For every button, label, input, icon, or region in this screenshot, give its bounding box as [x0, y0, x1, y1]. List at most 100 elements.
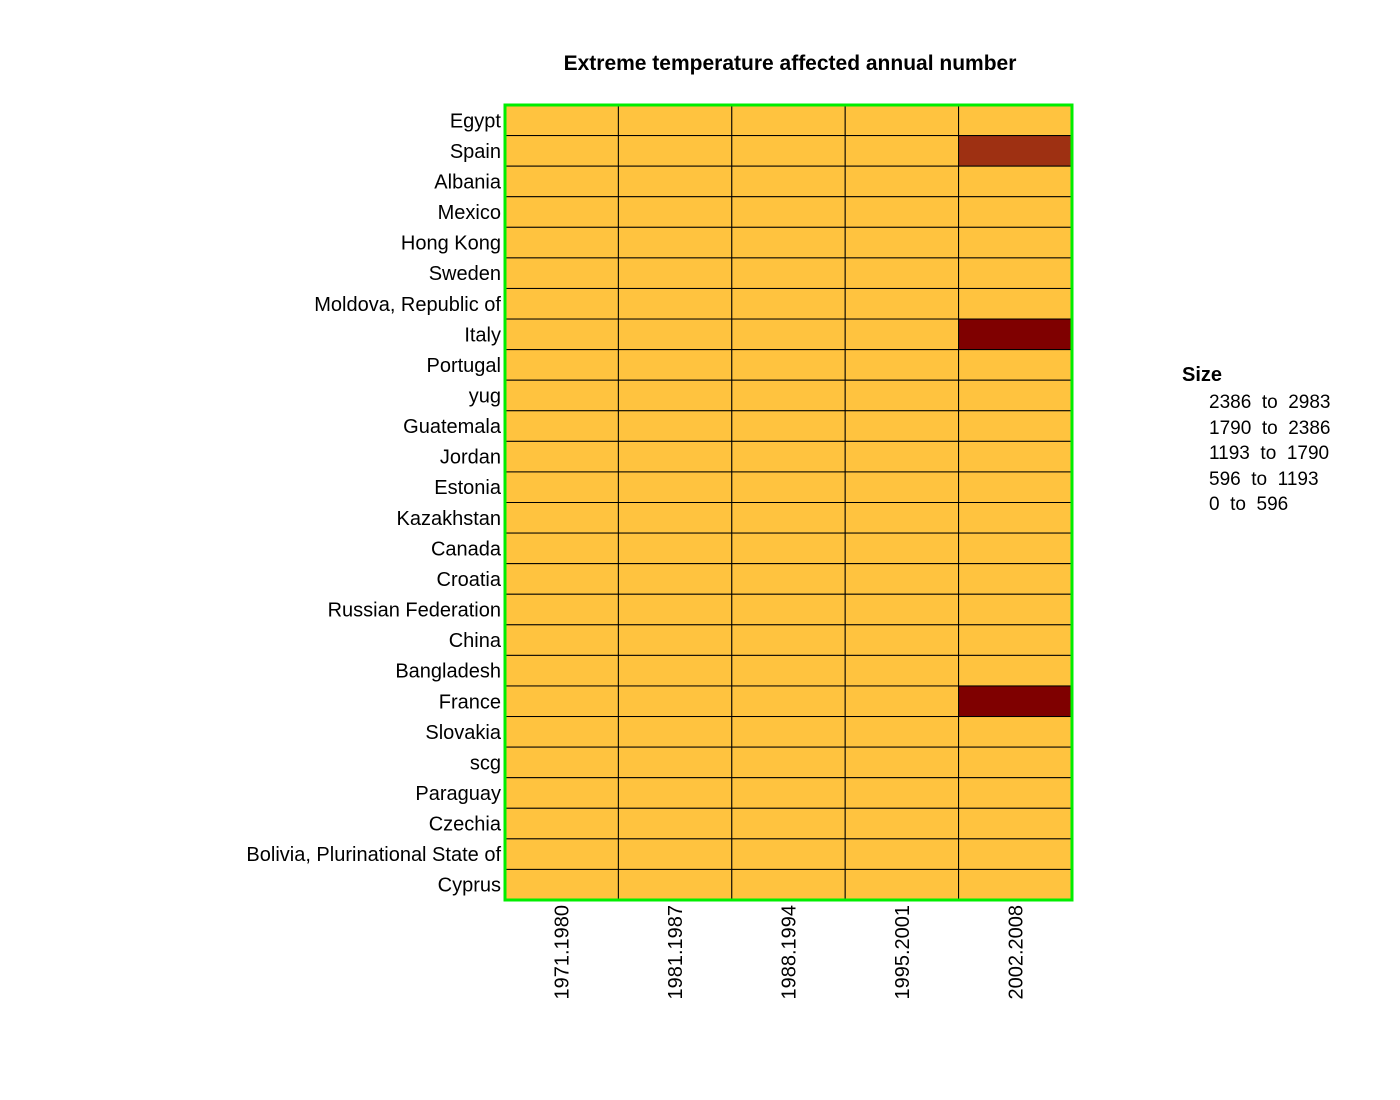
heatmap-cell [731, 624, 846, 656]
row-label: scg [470, 752, 501, 774]
row-label: Spain [450, 141, 501, 163]
heatmap-cell [617, 379, 733, 412]
row-label: Guatemala [403, 416, 502, 438]
heatmap-cell [731, 226, 846, 259]
heatmap-cell [617, 807, 733, 840]
heatmap-cell [504, 257, 619, 289]
heatmap-cell [504, 135, 619, 167]
heatmap-cell [504, 777, 619, 809]
heatmap-cell [958, 165, 1073, 198]
heatmap-cell [958, 440, 1073, 473]
row-label: Slovakia [425, 722, 501, 744]
heatmap-cell [731, 287, 846, 320]
heatmap-cell [504, 165, 619, 198]
heatmap-cell [958, 287, 1073, 320]
heatmap-cell [844, 104, 960, 137]
heatmap-cell [731, 502, 846, 534]
heatmap-cell [731, 196, 846, 228]
row-label: Portugal [427, 355, 502, 377]
heatmap-cell [731, 165, 846, 198]
heatmap-cell [844, 165, 960, 198]
heatmap-cell [958, 502, 1073, 534]
heatmap-cell [617, 257, 733, 289]
heatmap-cell [504, 716, 619, 748]
column-label: 1988.1994 [779, 905, 801, 1000]
heatmap-cell [958, 135, 1073, 167]
heatmap-cell [504, 685, 619, 718]
column-label: 1981.1987 [665, 905, 687, 1000]
legend-entry: 1790 to 2386 [1209, 417, 1331, 439]
column-label: 1995.2001 [892, 905, 914, 1000]
heatmap-cell [617, 165, 733, 198]
row-label: Russian Federation [328, 600, 501, 622]
heatmap-cell [617, 654, 733, 687]
heatmap-cell [504, 349, 619, 381]
heatmap-cell [504, 471, 619, 503]
heatmap-cell [504, 440, 619, 473]
heatmap-cell [844, 257, 960, 289]
row-label: Egypt [450, 110, 502, 132]
heatmap-cell [617, 196, 733, 228]
heatmap-cell [731, 349, 846, 381]
row-label: China [449, 630, 502, 652]
heatmap-cell [844, 685, 960, 718]
heatmap-cell [958, 226, 1073, 259]
heatmap-cell [731, 379, 846, 412]
heatmap-cell [731, 777, 846, 809]
heatmap-cell [617, 624, 733, 656]
heatmap-cell [958, 807, 1073, 840]
heatmap-cell [617, 440, 733, 473]
row-label: Mexico [438, 202, 501, 224]
heatmap-cell [731, 563, 846, 595]
heatmap-cell [844, 838, 960, 870]
heatmap-cell [958, 716, 1073, 748]
row-label: Croatia [437, 569, 502, 591]
legend-entry: 0 to 596 [1209, 494, 1289, 515]
heatmap-cell [731, 410, 846, 442]
heatmap-cell [731, 104, 846, 137]
heatmap-cells [504, 104, 1073, 901]
heatmap-cell [504, 410, 619, 442]
heatmap-cell [504, 379, 619, 412]
row-label: Italy [464, 324, 501, 346]
heatmap-cell [731, 135, 846, 167]
heatmap-cell [844, 196, 960, 228]
heatmap-cell [731, 746, 846, 779]
column-label: 2002.2008 [1005, 905, 1027, 1000]
heatmap-cell [504, 318, 619, 351]
heatmap-cell [844, 226, 960, 259]
heatmap-cell [504, 868, 619, 901]
heatmap-cell [958, 654, 1073, 687]
heatmap-cell [617, 287, 733, 320]
chart-title: Extreme temperature affected annual numb… [564, 52, 1017, 75]
row-label: France [439, 691, 501, 713]
row-label: Czechia [429, 814, 502, 836]
row-label: Bolivia, Plurinational State of [246, 844, 501, 866]
heatmap-cell [958, 257, 1073, 289]
heatmap-cell [504, 226, 619, 259]
heatmap-cell [731, 685, 846, 718]
heatmap-cell [617, 593, 733, 626]
heatmap-cell [617, 685, 733, 718]
heatmap-cell [504, 502, 619, 534]
heatmap-cell [731, 716, 846, 748]
heatmap-cell [617, 502, 733, 534]
heatmap-cell [731, 440, 846, 473]
heatmap-cell [844, 563, 960, 595]
heatmap-cell [504, 807, 619, 840]
heatmap-cell [844, 135, 960, 167]
heatmap-cell [958, 471, 1073, 503]
heatmap-cell [617, 868, 733, 901]
heatmap-cell [844, 349, 960, 381]
heatmap-cell [844, 318, 960, 351]
heatmap-cell [958, 746, 1073, 779]
heatmap-cell [844, 716, 960, 748]
heatmap-cell [844, 471, 960, 503]
heatmap-cell [617, 226, 733, 259]
heatmap-cell [958, 410, 1073, 442]
heatmap-cell [844, 746, 960, 779]
heatmap-cell [958, 593, 1073, 626]
heatmap-cell [958, 624, 1073, 656]
heatmap-cell [844, 287, 960, 320]
